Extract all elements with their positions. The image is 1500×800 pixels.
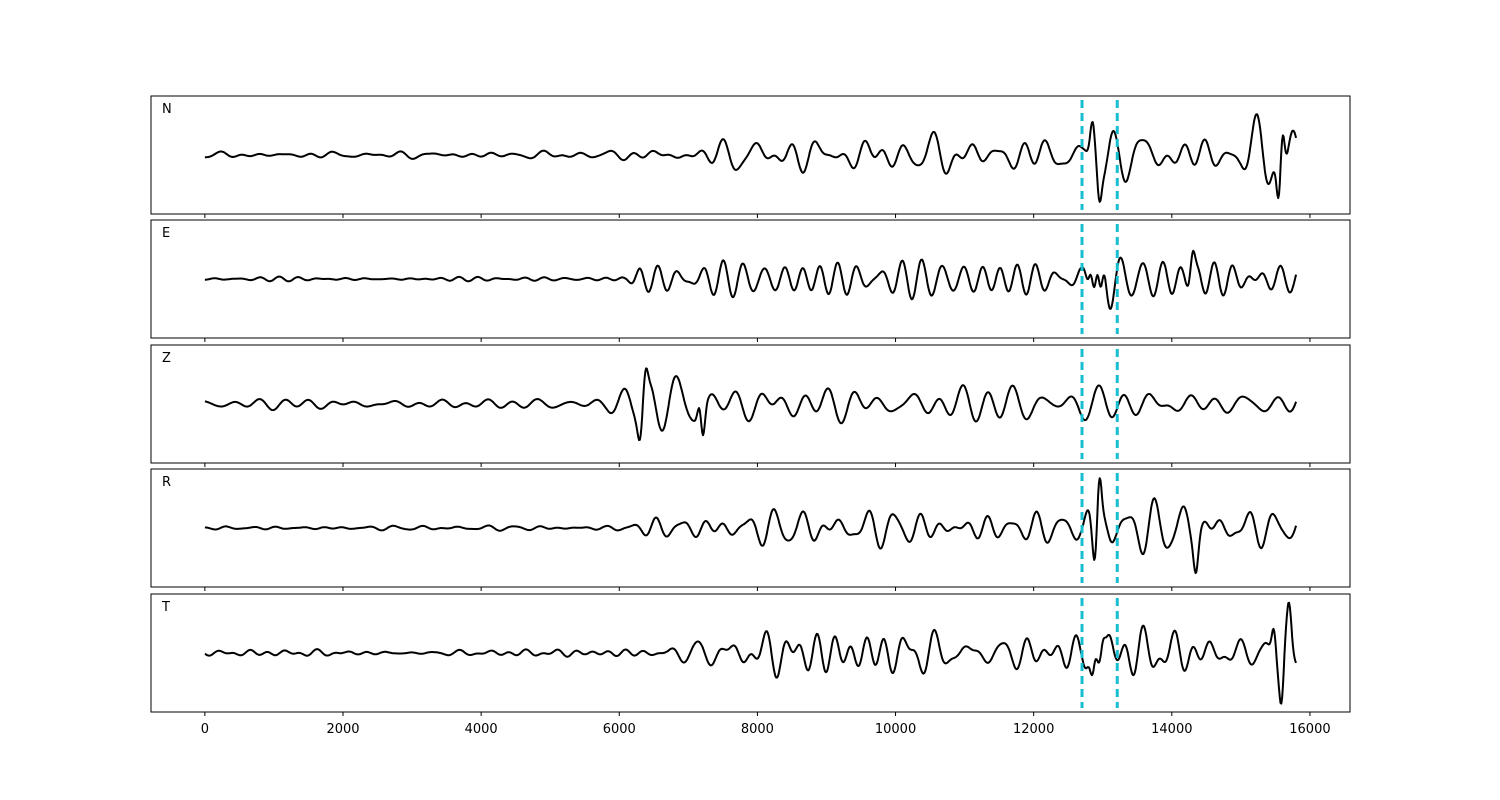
x-tick-label: 4000: [465, 722, 498, 737]
panel-label: T: [161, 600, 170, 615]
x-tick-label: 10000: [875, 722, 916, 737]
panel-frame: [150, 95, 1351, 215]
panel-label: Z: [162, 351, 171, 366]
x-tick-label: 16000: [1289, 722, 1330, 737]
panel-z: Z: [150, 344, 1351, 467]
waveform-n: [204, 113, 1298, 203]
panel-label: N: [162, 102, 172, 117]
panel-label: R: [162, 475, 171, 490]
panel-t: T: [150, 593, 1351, 716]
waveform-t: [204, 601, 1298, 705]
x-tick-label: 14000: [1151, 722, 1192, 737]
panel-r: R: [150, 468, 1351, 591]
x-tick-label: 8000: [741, 722, 774, 737]
panel-frame: [150, 593, 1351, 713]
x-axis: 0 2000 4000 6000 8000 10000 12000 14000 16000: [201, 722, 1331, 737]
waveform-z: [204, 367, 1298, 441]
panel-n: N: [150, 95, 1351, 218]
waveform-r: [204, 477, 1298, 575]
waveform-e: [204, 249, 1298, 310]
panels-group: N E Z R T: [150, 95, 1351, 716]
x-tick-label: 2000: [326, 722, 359, 737]
panel-e: E: [150, 219, 1351, 342]
x-tick-label: 6000: [603, 722, 636, 737]
panel-frame: [150, 219, 1351, 339]
x-tick-label: 0: [201, 722, 209, 737]
panel-frame: [150, 468, 1351, 588]
panel-frame: [150, 344, 1351, 464]
panel-label: E: [162, 226, 170, 241]
x-tick-label: 12000: [1013, 722, 1054, 737]
